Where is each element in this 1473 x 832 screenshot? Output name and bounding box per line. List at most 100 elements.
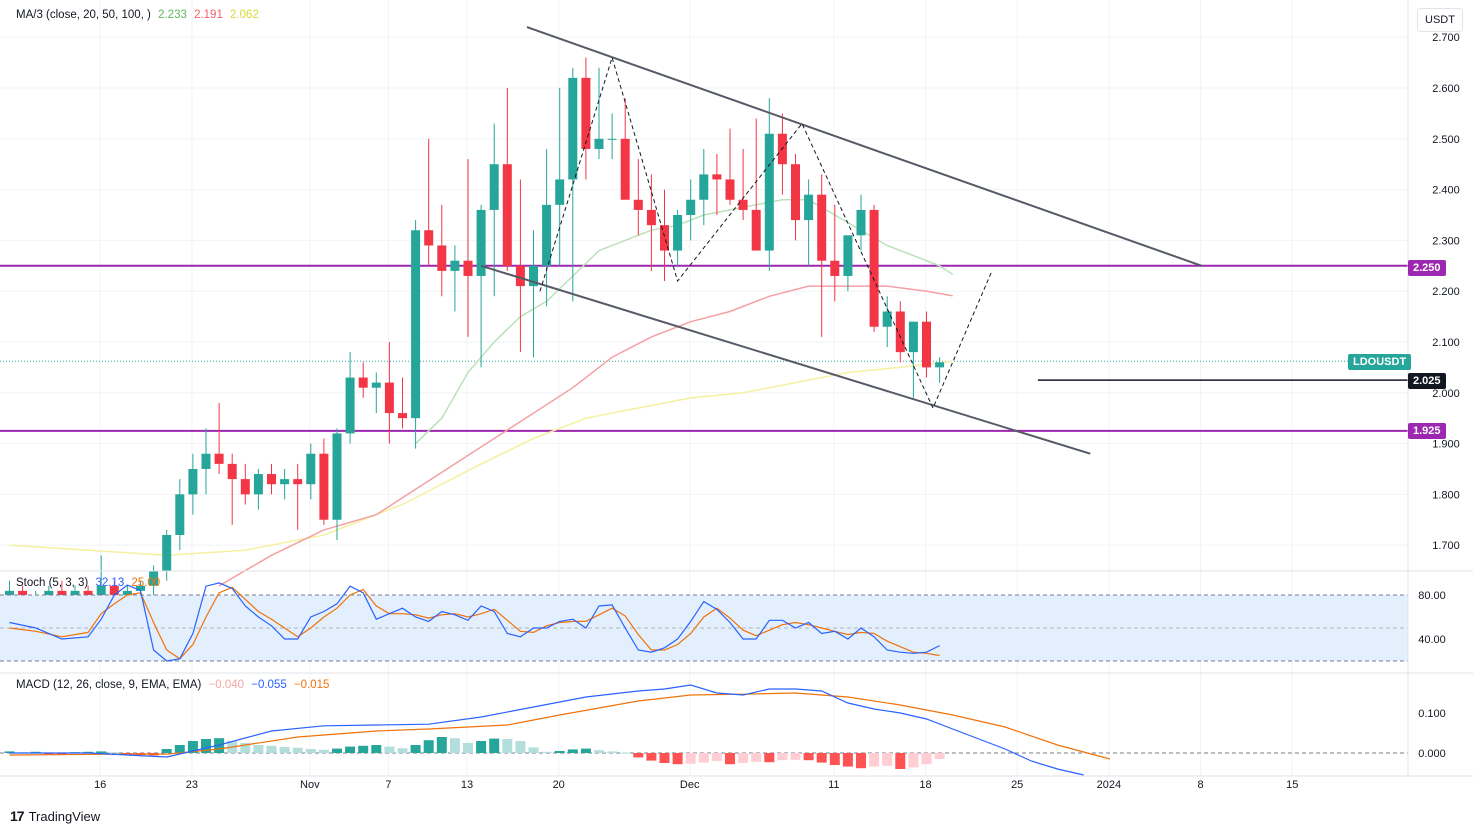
stoch-tick-label: 80.00 bbox=[1418, 590, 1446, 602]
macd-hist-bar bbox=[332, 748, 342, 753]
candle-up bbox=[856, 209, 866, 236]
candle-up bbox=[96, 585, 106, 596]
macd-hist-bar bbox=[672, 753, 683, 765]
stoch-legend[interactable]: Stoch (5, 3, 3) 32.13 25.00 bbox=[16, 577, 164, 589]
candle-down bbox=[620, 138, 630, 200]
time-tick-label: 25 bbox=[1011, 779, 1023, 791]
candle-up bbox=[253, 474, 263, 495]
candle-down bbox=[817, 194, 827, 261]
candle-up bbox=[686, 199, 696, 216]
candle-down bbox=[895, 311, 905, 353]
stoch-d-value: 25.00 bbox=[131, 577, 161, 589]
macd-line bbox=[9, 684, 1084, 776]
macd-hist-bar bbox=[803, 753, 814, 761]
candle-up bbox=[843, 235, 853, 276]
candle-down bbox=[751, 209, 761, 251]
price-tick-label: 1.900 bbox=[1432, 439, 1460, 451]
candle-down bbox=[633, 199, 643, 210]
candle-down bbox=[267, 474, 276, 485]
price-tick-label: 2.000 bbox=[1432, 388, 1460, 400]
macd-hist-bar bbox=[842, 753, 853, 767]
macd-hist-bar bbox=[4, 751, 15, 753]
time-tick-label: 15 bbox=[1286, 779, 1298, 791]
candle-down bbox=[515, 265, 525, 287]
macd-hist-bar bbox=[829, 753, 840, 765]
macd-hist-bar bbox=[266, 745, 277, 753]
macd-hist-bar bbox=[410, 745, 421, 753]
macd-hist-bar bbox=[240, 743, 251, 753]
macd-hist-bar bbox=[358, 745, 369, 753]
time-tick-label: 20 bbox=[553, 779, 565, 791]
macd-hist-bar bbox=[174, 745, 185, 753]
currency-button[interactable]: USDT bbox=[1417, 8, 1463, 32]
macd-hist-bar bbox=[934, 753, 945, 759]
candle-down bbox=[437, 245, 447, 271]
candle-down bbox=[83, 590, 93, 596]
candle-up bbox=[489, 164, 499, 210]
macd-signal-value: −0.015 bbox=[293, 679, 330, 691]
candle-down bbox=[227, 463, 237, 480]
tradingview-logo-icon: 17 bbox=[10, 808, 25, 824]
candle-up bbox=[542, 204, 552, 266]
macd-hist-bar bbox=[580, 748, 591, 753]
macd-hist-bar bbox=[502, 739, 513, 753]
candle-down bbox=[319, 453, 329, 520]
candle-up bbox=[529, 265, 538, 287]
macd-hist-bar bbox=[790, 753, 801, 760]
macd-hist-bar bbox=[436, 737, 447, 753]
ma20-value: 2.233 bbox=[158, 9, 187, 21]
time-tick-label: 7 bbox=[385, 779, 391, 791]
stoch-d-line bbox=[9, 586, 940, 660]
price-tick-label: 2.300 bbox=[1432, 235, 1460, 247]
stoch-k-value: 32.13 bbox=[95, 577, 125, 589]
candle-up bbox=[371, 382, 381, 388]
candle-up bbox=[175, 494, 185, 535]
macd-legend-name: MACD (12, 26, close, 9, EMA, EMA) bbox=[16, 679, 202, 691]
macd-hist-bar bbox=[528, 747, 539, 753]
marker-level-badge: 2.025 bbox=[1408, 373, 1446, 389]
tradingview-brand[interactable]: 17 TradingView bbox=[10, 808, 100, 824]
macd-legend[interactable]: MACD (12, 26, close, 9, EMA, EMA) −0.040… bbox=[16, 679, 333, 691]
macd-hist-bar bbox=[423, 740, 434, 753]
candle-down bbox=[502, 164, 512, 266]
macd-hist-bar bbox=[698, 753, 709, 763]
macd-hist-bar bbox=[279, 747, 290, 753]
time-tick-label: 8 bbox=[1198, 779, 1204, 791]
macd-hist-bar bbox=[384, 746, 395, 753]
candle-up bbox=[607, 138, 617, 140]
time-tick-label: 16 bbox=[94, 779, 106, 791]
macd-hist-bar bbox=[856, 753, 866, 769]
candle-down bbox=[738, 199, 748, 210]
candle-down bbox=[581, 77, 591, 149]
stoch-pane bbox=[0, 582, 1408, 662]
candle-up bbox=[188, 468, 198, 495]
macd-hist-bar bbox=[56, 753, 67, 755]
stoch-tick-label: 40.00 bbox=[1418, 634, 1446, 646]
macd-hist-bar bbox=[594, 750, 604, 753]
macd-hist-bar bbox=[620, 752, 631, 754]
macd-hist-bar bbox=[777, 753, 788, 761]
channel-trendline bbox=[480, 264, 1091, 455]
ma-legend[interactable]: MA/3 (close, 20, 50, 100, ) 2.233 2.191 … bbox=[16, 9, 263, 21]
candle-up bbox=[908, 321, 918, 353]
macd-hist-bar bbox=[253, 745, 264, 753]
candle-up bbox=[332, 433, 342, 520]
candle-up bbox=[555, 179, 565, 205]
symbol-badge: LDOUSDT bbox=[1348, 354, 1412, 370]
macd-hist-bar bbox=[659, 753, 670, 763]
stoch-k-line bbox=[9, 582, 940, 662]
candle-down bbox=[660, 225, 669, 251]
candle-down bbox=[791, 164, 800, 221]
candle-down bbox=[725, 179, 735, 200]
candle-down bbox=[869, 209, 879, 327]
candle-down bbox=[57, 590, 67, 596]
macd-hist-bar bbox=[711, 753, 722, 761]
macd-hist-bar bbox=[292, 747, 303, 753]
macd-hist-bar bbox=[489, 738, 500, 753]
candle-up bbox=[673, 215, 683, 251]
macd-hist-bar bbox=[646, 753, 657, 761]
candle-down bbox=[214, 453, 224, 464]
candle-up bbox=[149, 570, 159, 586]
time-tick-label: Nov bbox=[300, 779, 320, 791]
